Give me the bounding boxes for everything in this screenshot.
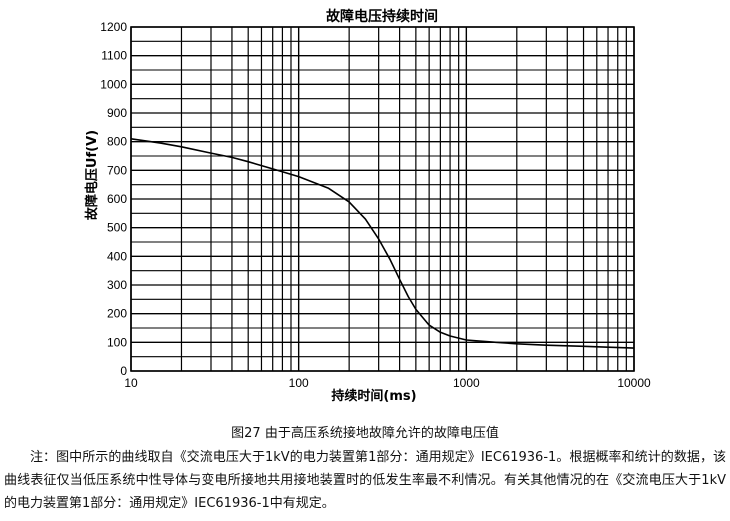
figure-note: 注：图中所示的曲线取自《交流电压大于1kV的电力装置第1部分：通用规定》IEC6… [4,450,726,511]
chart-axes: 0 100 200 300 400 500 600 700 800 900 1000 1100 1200… [100,20,651,390]
y-axis-label: 故障电压Uf(V) [84,130,100,220]
y-tick-label: 400 [107,249,127,263]
y-tick-label: 0 [120,364,127,378]
y-tick-label: 1100 [101,49,127,63]
x-tick-label: 10000 [617,376,651,390]
figure-caption: 图27 由于高压系统接地故障允许的故障电压值 [231,426,499,441]
x-tick-label: 10 [124,376,138,390]
x-tick-label: 1000 [453,376,480,390]
y-tick-label: 100 [107,335,127,349]
fault-voltage-chart: 0 100 200 300 400 500 600 700 800 900 1000 1100 1200… [84,8,651,404]
x-axis-label: 持续时间(ms) [331,388,416,404]
x-tick-label: 100 [289,376,309,390]
y-tick-label: 700 [107,163,127,177]
y-tick-label: 500 [107,221,127,235]
y-tick-label: 1200 [100,20,127,34]
fault-voltage-curve [130,138,635,349]
y-tick-label: 900 [107,106,127,120]
plot-border [130,26,635,372]
chart-series [130,138,635,349]
y-tick-label: 600 [107,192,127,206]
y-tick-label: 200 [107,307,127,321]
y-tick-label: 1000 [100,77,127,91]
y-tick-label: 800 [107,135,127,149]
chart-grid [130,26,635,372]
y-tick-label: 300 [107,278,127,292]
chart-title: 故障电压持续时间 [326,8,438,25]
